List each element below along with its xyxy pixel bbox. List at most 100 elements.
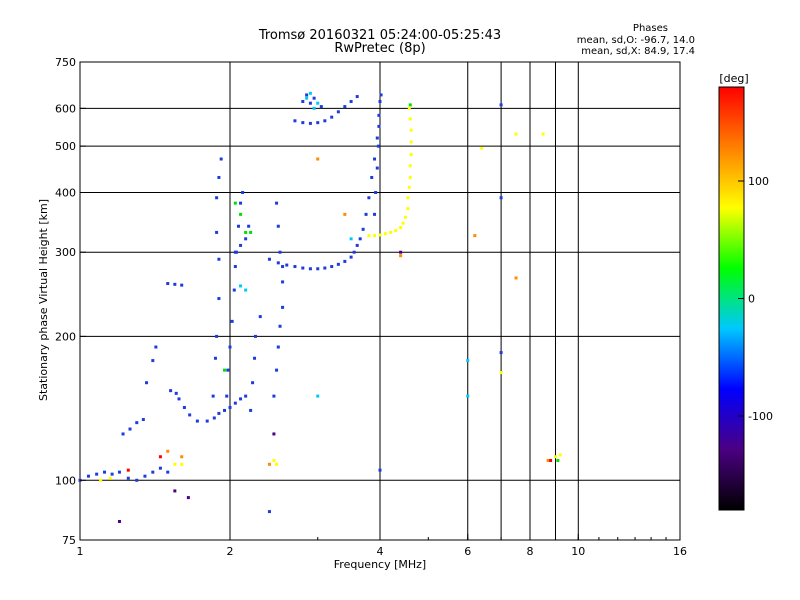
data-point — [549, 458, 553, 462]
data-point — [546, 458, 550, 462]
colorbar-ticks: 100 0 -100 — [738, 175, 773, 423]
data-point — [272, 432, 276, 436]
data-point — [228, 405, 232, 409]
data-point — [409, 128, 413, 132]
data-point — [253, 356, 257, 360]
data-point — [169, 389, 173, 393]
y-tick-label: 200 — [55, 330, 76, 343]
data-point — [253, 334, 257, 338]
data-point — [409, 153, 413, 157]
data-point — [349, 255, 353, 259]
data-point — [241, 190, 245, 194]
y-tick-label: 300 — [55, 246, 76, 259]
data-point — [173, 489, 177, 493]
data-point — [173, 462, 177, 466]
data-point — [249, 230, 253, 234]
data-point — [367, 234, 371, 238]
colorbar-tick-label: -100 — [748, 410, 773, 423]
data-point — [407, 185, 411, 189]
data-point — [408, 175, 412, 179]
data-point — [281, 305, 285, 309]
data-point — [403, 215, 407, 219]
data-point — [275, 462, 279, 466]
y-tick-label: 750 — [55, 56, 76, 69]
data-point — [258, 315, 262, 319]
data-point — [249, 408, 253, 412]
data-point — [394, 229, 398, 233]
data-point — [99, 478, 103, 482]
data-point — [378, 233, 382, 237]
data-point — [308, 101, 312, 105]
data-point — [186, 496, 190, 500]
data-point — [215, 196, 219, 200]
x-tick-label: 2 — [227, 545, 234, 558]
data-point — [225, 394, 229, 398]
data-point — [330, 115, 334, 119]
data-point — [312, 96, 316, 100]
data-point — [323, 119, 327, 123]
x-tick-label: 16 — [673, 545, 687, 558]
stats-line-x: mean, sd,X: 84.9, 17.4 — [581, 46, 695, 57]
x-tick-label: 4 — [377, 545, 384, 558]
data-point — [355, 243, 359, 247]
data-point — [135, 421, 139, 425]
data-point — [219, 157, 223, 161]
colorbar-label: [deg] — [719, 72, 748, 85]
data-point — [244, 394, 248, 398]
stats-title: Phases — [633, 23, 668, 34]
data-point — [267, 462, 271, 466]
data-point — [343, 259, 347, 263]
data-point — [349, 100, 353, 104]
data-point — [95, 472, 99, 476]
data-point — [336, 262, 340, 266]
data-point — [375, 136, 379, 140]
data-point — [108, 476, 112, 480]
data-point — [244, 230, 248, 234]
data-point — [180, 462, 184, 466]
data-point — [126, 476, 130, 480]
data-point — [374, 190, 378, 194]
data-point — [553, 455, 557, 459]
data-point — [473, 234, 477, 238]
data-point — [556, 458, 560, 462]
data-point — [364, 212, 368, 216]
data-point — [278, 250, 282, 254]
data-point — [301, 121, 305, 125]
data-point — [158, 466, 162, 470]
data-point — [166, 449, 170, 453]
data-point — [151, 470, 155, 474]
data-point — [305, 96, 309, 100]
data-point — [141, 418, 145, 422]
data-point — [117, 470, 121, 474]
data-point — [110, 472, 114, 476]
data-point — [128, 427, 132, 431]
data-point — [343, 105, 347, 109]
data-point — [281, 280, 285, 284]
data-point — [330, 265, 334, 269]
data-point — [217, 297, 221, 301]
data-point — [103, 470, 107, 474]
data-point — [180, 283, 184, 287]
y-tick-label: 75 — [62, 534, 76, 547]
data-point — [188, 413, 192, 417]
data-point — [323, 266, 327, 270]
data-point — [213, 356, 217, 360]
data-point — [154, 345, 158, 349]
data-point — [212, 416, 216, 420]
data-point — [558, 453, 562, 457]
data-point — [375, 166, 379, 170]
data-point — [205, 419, 209, 423]
data-point — [514, 276, 518, 280]
data-point — [319, 105, 323, 109]
data-point — [336, 110, 340, 114]
data-point — [151, 359, 155, 363]
data-point — [215, 334, 219, 338]
data-point — [239, 243, 243, 247]
data-point — [236, 224, 240, 228]
y-axis-label: Stationary phase Virtual Height [km] — [37, 199, 50, 401]
data-point — [301, 266, 305, 270]
data-point — [376, 144, 380, 148]
data-point — [285, 263, 289, 267]
data-point — [126, 468, 130, 472]
